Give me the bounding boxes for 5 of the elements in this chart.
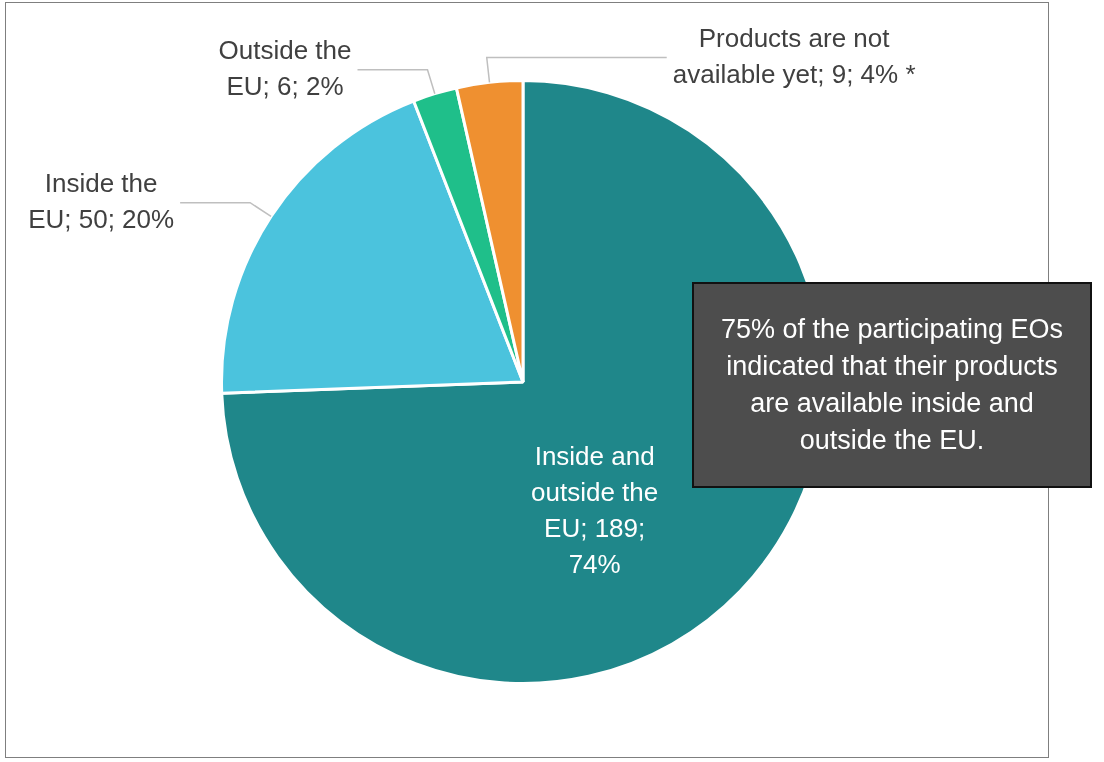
slice-label: Outside the EU; 6; 2% xyxy=(218,34,352,101)
slice-label: Inside and outside the EU; 189; 74% xyxy=(531,440,659,579)
slice-label: Inside the EU; 50; 20% xyxy=(28,167,175,234)
text: 75% of the participating EOs indicated that their products are available inside and outside the EU. xyxy=(692,282,1092,488)
slice-label: Products are not available yet; 9; 4% * xyxy=(672,22,916,89)
